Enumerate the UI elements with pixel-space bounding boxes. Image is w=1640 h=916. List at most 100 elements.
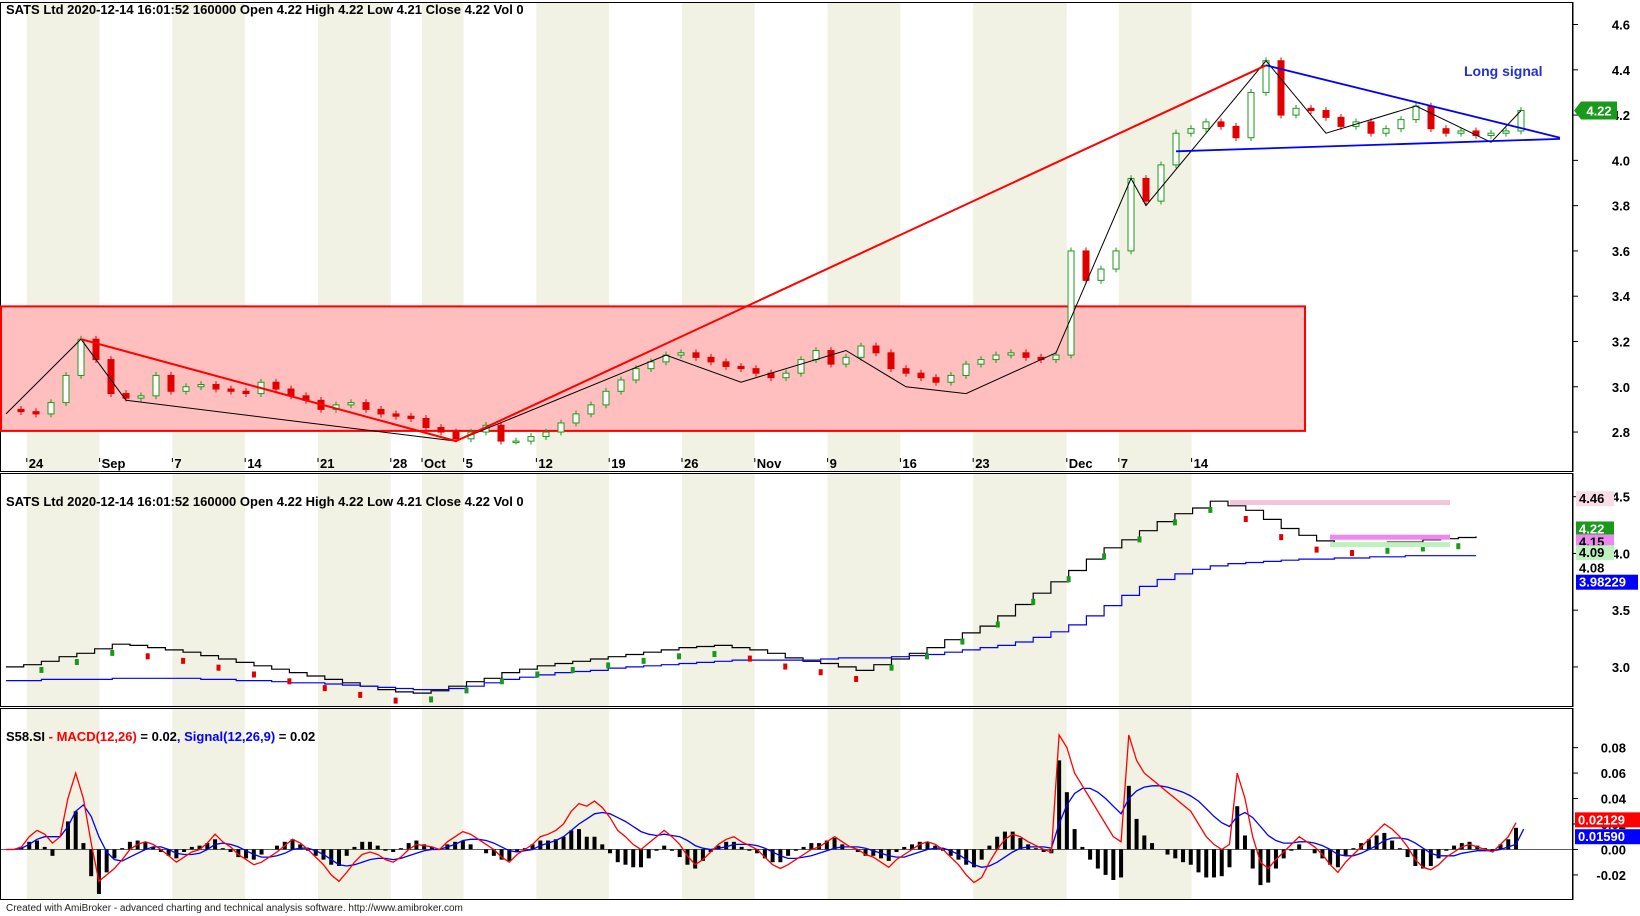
macd-histogram-bar <box>577 829 582 850</box>
macd-histogram-bar <box>1258 849 1263 886</box>
candle-body <box>497 424 505 442</box>
macd-histogram-bar <box>1041 849 1046 852</box>
macd-histogram-bar <box>1002 831 1007 850</box>
macd-histogram-bar <box>42 846 47 850</box>
macd-histogram-bar <box>786 849 791 856</box>
candle-body <box>692 352 700 358</box>
candle-body <box>272 381 280 390</box>
candle-body <box>1292 107 1300 116</box>
footer-text: Created with AmiBroker - advanced charti… <box>6 903 463 914</box>
title-part: Low 4.21 <box>363 2 422 17</box>
macd-histogram-bar <box>801 846 806 850</box>
macd-histogram-bar <box>27 841 32 850</box>
macd-histogram-bar <box>197 845 202 850</box>
macd-histogram-bar <box>1328 849 1333 865</box>
mini-candle <box>924 653 929 660</box>
trendline-up <box>455 64 1267 443</box>
candle-body <box>782 372 790 379</box>
macd-histogram-bar <box>1289 849 1294 851</box>
macd-histogram-bar <box>73 811 78 850</box>
macd-histogram-bar <box>89 849 94 877</box>
macd-histogram-bar <box>391 849 396 852</box>
x-tick-label: Sep <box>102 456 126 471</box>
candle-body <box>917 372 925 379</box>
macd-histogram-bar <box>1444 849 1449 851</box>
band <box>609 473 682 707</box>
mini-candle <box>1350 550 1355 557</box>
band <box>245 708 318 900</box>
candle-body <box>1427 105 1435 130</box>
title-part: SATS Ltd <box>6 2 64 17</box>
macd-histogram-bar <box>344 849 349 856</box>
macd-histogram-bar <box>1018 838 1023 850</box>
trendline-down <box>80 338 457 443</box>
x-tick-label: 7 <box>1121 456 1128 471</box>
band <box>0 708 27 900</box>
candle-body <box>1442 128 1450 134</box>
x-tick-label: 21 <box>320 456 334 471</box>
band <box>318 708 391 900</box>
value-tag-box <box>1576 545 1614 561</box>
band <box>172 473 246 707</box>
macd-histogram-bar <box>747 849 752 851</box>
macd-histogram-bar <box>1351 848 1356 850</box>
band <box>1191 708 1573 900</box>
candle-body <box>182 386 190 392</box>
macd-line <box>6 732 1517 884</box>
macd-histogram-bar <box>724 841 729 850</box>
band <box>99 473 173 707</box>
title-part: , Signal(12,26,9) <box>177 729 275 744</box>
candle-body <box>992 354 1000 361</box>
candle-body <box>362 402 370 410</box>
macd-histogram-bar <box>964 849 969 865</box>
candle-body <box>77 338 85 376</box>
candle-body <box>857 345 865 358</box>
x-tick-label: Dec <box>1069 456 1093 471</box>
title-part: 2020-12-14 16:01:52 <box>64 494 190 509</box>
mini-candle <box>429 696 434 703</box>
macd-histogram-bar <box>700 849 705 861</box>
macd-histogram-bar <box>863 849 868 856</box>
macd-histogram-bar <box>1514 827 1518 850</box>
x-tick-label: 28 <box>393 456 407 471</box>
macd-histogram-bar <box>484 849 489 854</box>
macd-histogram-bar <box>360 841 365 850</box>
candle-body <box>392 413 400 417</box>
candle-body <box>1082 250 1090 281</box>
macd-histogram-bar <box>329 849 334 865</box>
macd-histogram-bar <box>1235 806 1240 850</box>
candle-body <box>1367 121 1375 134</box>
macd-histogram-bar <box>762 849 767 859</box>
value-tag-label: 4.09 <box>1579 545 1604 560</box>
title-part: High 4.22 <box>302 2 363 17</box>
candle-body <box>527 436 535 442</box>
macd-histogram-bar <box>367 841 372 850</box>
zigzag-line <box>5 60 1522 442</box>
mini-candle <box>570 666 575 673</box>
band <box>754 708 828 900</box>
level-band-4-15 <box>1330 534 1450 540</box>
value-tag-box <box>1575 829 1640 845</box>
x-tick-label: Oct <box>424 456 446 471</box>
candle-body <box>737 365 745 370</box>
y-tick-label: 4.6 <box>1612 18 1630 33</box>
title-part: SATS Ltd <box>6 494 64 509</box>
band <box>900 708 974 900</box>
candle-body <box>722 361 730 367</box>
macd-histogram-bar <box>546 840 551 850</box>
macd-histogram-bar <box>290 839 295 850</box>
title-part: = 0.02 <box>137 729 177 744</box>
macd-histogram-bar <box>809 843 814 850</box>
panel-title: SATS Ltd 2020-12-14 16:01:52 160000 Open… <box>6 494 524 509</box>
y-tick-label: 0.08 <box>1601 741 1626 756</box>
level-band-4-09 <box>1330 542 1450 548</box>
mini-candle <box>216 664 221 671</box>
y-tick-label: 3.4 <box>1612 289 1631 304</box>
macd-histogram-bar <box>1483 848 1488 850</box>
macd-histogram-bar <box>646 849 651 859</box>
macd-histogram-bar <box>638 849 643 868</box>
candle-body <box>902 368 910 374</box>
macd-histogram-bar <box>731 841 736 850</box>
y-tick-label: 0.06 <box>1601 766 1626 781</box>
